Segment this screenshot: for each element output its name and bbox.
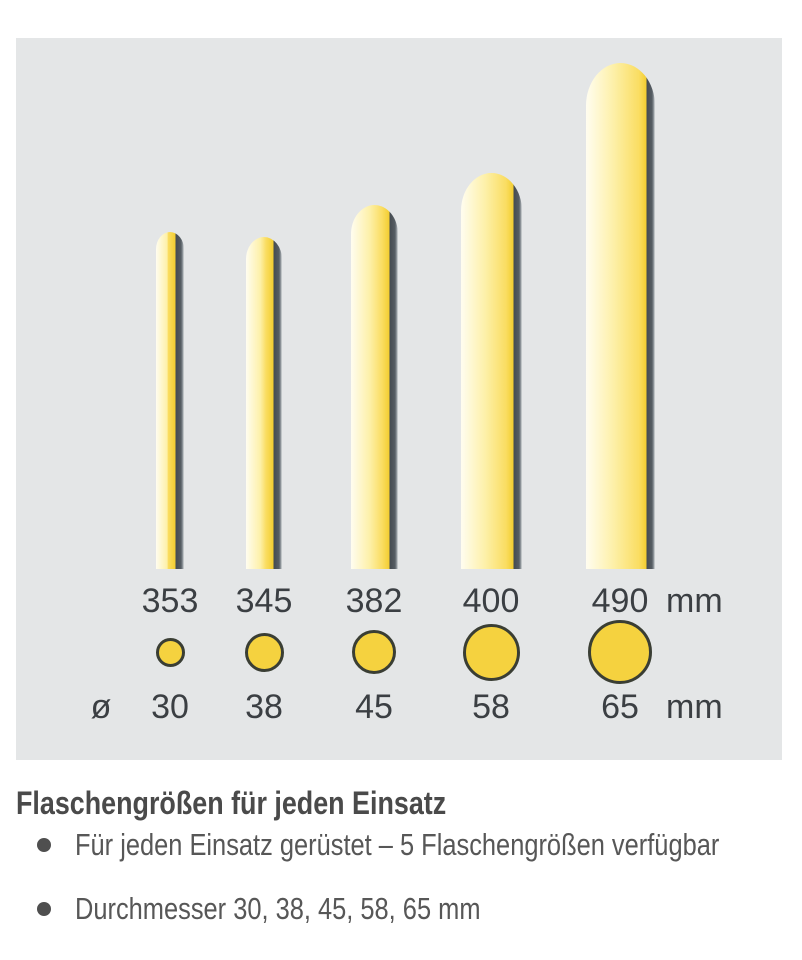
height-value-label: 353 xyxy=(141,582,199,620)
diameter-circle xyxy=(352,630,396,674)
diameter-value-label: 45 xyxy=(355,688,393,726)
height-value-label: 490 xyxy=(591,582,649,620)
bullet-icon xyxy=(37,838,51,852)
diameter-circle xyxy=(462,623,520,681)
bottle-size-diagram-panel xyxy=(16,38,782,760)
bottle-bar xyxy=(156,232,184,569)
bottle-bar xyxy=(350,205,398,569)
section-heading: Flaschengrößen für jeden Einsatz xyxy=(16,785,447,821)
bullet-text: Für jeden Einsatz gerüstet – 5 Flascheng… xyxy=(75,827,720,862)
bullet-text: Durchmesser 30, 38, 45, 58, 65 mm xyxy=(75,891,481,926)
diameter-circle xyxy=(244,632,284,672)
diameter-value-label: 65 xyxy=(601,688,639,726)
height-value-label: 382 xyxy=(345,582,403,620)
diameter-unit-label: mm xyxy=(666,688,723,726)
bottle-bar xyxy=(585,63,655,569)
height-unit-label: mm xyxy=(666,582,723,620)
diameter-symbol: ø xyxy=(90,688,112,726)
diameter-value-label: 38 xyxy=(245,688,283,726)
diameter-circle xyxy=(155,637,185,667)
bullet-icon xyxy=(37,902,51,916)
height-value-label: 345 xyxy=(235,582,293,620)
diameter-value-label: 58 xyxy=(472,688,510,726)
bottle-bar xyxy=(460,173,522,569)
diameter-value-label: 30 xyxy=(151,688,189,726)
height-value-label: 400 xyxy=(462,582,520,620)
diameter-circle xyxy=(588,620,652,684)
bottle-bar xyxy=(246,237,282,569)
